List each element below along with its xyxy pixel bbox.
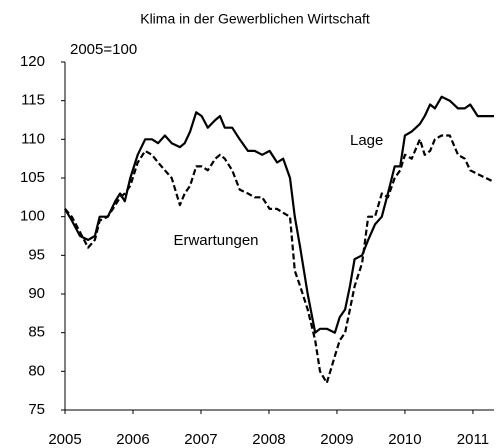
y-tick-label: 80 [28,362,45,379]
chart-title: Klima in der Gewerblichen Wirtschaft [140,11,370,27]
line-series [64,134,495,384]
y-tick-label: 105 [20,169,45,186]
y-tick-label: 75 [28,401,45,418]
y-tick-label: 120 [20,53,45,70]
x-tick-label: 2005 [48,431,81,448]
y-tick-label: 110 [21,130,45,147]
y-tick-label: 85 [28,324,45,341]
x-tick-label: 2010 [388,431,421,448]
y-tick-label: 100 [20,208,45,225]
x-tick-label: 2006 [116,431,149,448]
x-tick-label: 2009 [320,431,353,448]
y-tick-label: 95 [28,246,45,263]
x-tick-label: 2007 [184,431,217,448]
y-tick-label: 90 [28,285,45,302]
y-tick-label: 115 [21,92,45,109]
x-tick-label: 2008 [252,431,285,448]
annotation: Lage [350,132,383,149]
line-series [64,95,494,334]
annotation: Erwartungen [173,232,258,249]
annotation: 2005=100 [70,41,137,58]
x-tick-label: 2011 [457,431,489,448]
